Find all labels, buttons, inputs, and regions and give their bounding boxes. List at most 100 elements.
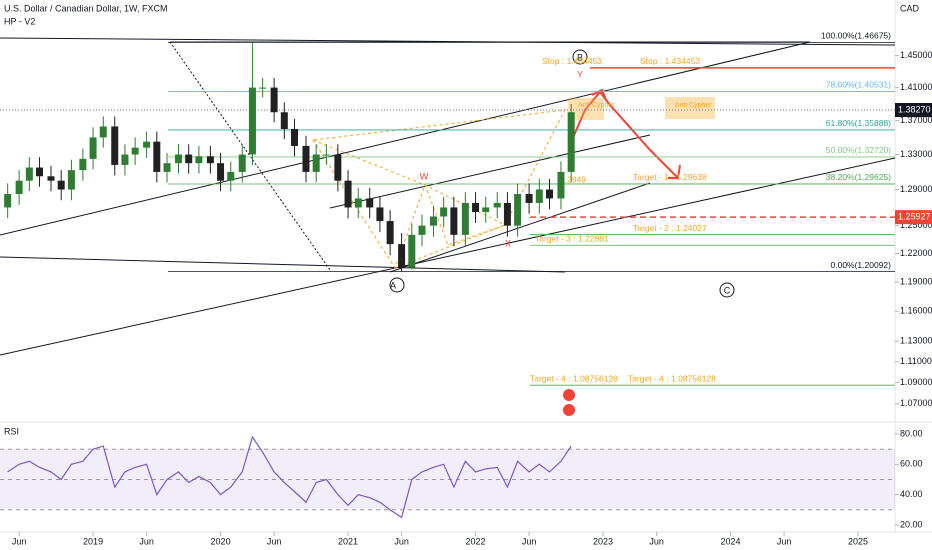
candle-body bbox=[121, 154, 129, 165]
y-tick-label: 1.16000 bbox=[900, 306, 932, 316]
price-box bbox=[895, 103, 932, 118]
subtitle: HP - V2 bbox=[4, 16, 35, 26]
pattern-label: Anti Cypher bbox=[675, 102, 712, 109]
price-box bbox=[895, 210, 932, 225]
candle-body bbox=[450, 207, 458, 235]
candle-body bbox=[354, 198, 362, 208]
point-label: 1.2949 bbox=[560, 174, 586, 184]
x-tick-label: Jun bbox=[394, 536, 409, 546]
rsi-line bbox=[7, 435, 572, 519]
rsi-title: RSI bbox=[4, 426, 19, 436]
y-tick-label: 1.07000 bbox=[900, 398, 932, 408]
candle-body bbox=[153, 141, 161, 172]
candle-body bbox=[238, 154, 246, 172]
candle-body bbox=[535, 189, 543, 203]
wave-label: A bbox=[390, 280, 396, 290]
fib-label: 78.60%(1.40531) bbox=[826, 80, 891, 90]
candle-body bbox=[567, 112, 575, 172]
x-tick-label: 2022 bbox=[466, 536, 486, 546]
candle-body bbox=[291, 128, 299, 146]
candle-body bbox=[89, 137, 97, 159]
candle-body bbox=[408, 234, 416, 268]
y-tick-label: 1.25000 bbox=[900, 220, 932, 230]
y-tick-label: 1.19000 bbox=[900, 276, 932, 286]
candle-body bbox=[227, 171, 235, 181]
candle-body bbox=[174, 154, 182, 164]
candle-body bbox=[302, 145, 310, 172]
candle-body bbox=[503, 202, 511, 226]
x-tick-label: 2020 bbox=[211, 536, 231, 546]
rsi-tick-label: 80.00 bbox=[900, 428, 923, 438]
wave-label: B bbox=[577, 52, 583, 62]
pattern-label: Anti Cypher bbox=[578, 102, 615, 109]
candle-body bbox=[386, 221, 394, 245]
y-tick-label: 1.45000 bbox=[900, 50, 932, 60]
target-label: Target - 4 : 1.08756128 bbox=[628, 373, 716, 383]
x-tick-label: 2024 bbox=[721, 536, 741, 546]
candle-body bbox=[461, 202, 469, 235]
candle-body bbox=[25, 167, 33, 181]
wave-label: X bbox=[505, 238, 511, 248]
candle-body bbox=[514, 193, 522, 226]
candle-body bbox=[259, 87, 267, 89]
candle-body bbox=[217, 163, 225, 181]
candle-body bbox=[344, 180, 352, 208]
stop-label: Stop : 1.434453 bbox=[542, 56, 602, 66]
y-tick-label: 1.13000 bbox=[900, 336, 932, 346]
price-label: 1.38270 bbox=[898, 104, 931, 114]
candle-body bbox=[472, 202, 480, 212]
layout bbox=[0, 0, 932, 533]
fib-label: 61.80%(1.35888) bbox=[826, 118, 891, 128]
wave-label: C bbox=[724, 285, 731, 295]
x-tick-label: 2025 bbox=[848, 536, 868, 546]
chart-title: U.S. Dollar / Canadian Dollar, 1W, FXCM bbox=[4, 3, 168, 13]
candle-body bbox=[429, 216, 437, 226]
candle-body bbox=[185, 154, 193, 164]
candle-body bbox=[312, 154, 320, 172]
target-label: Target - 3 : 1.22881 bbox=[535, 233, 609, 243]
currency: CAD bbox=[900, 3, 920, 13]
y-tick-label: 1.29000 bbox=[900, 184, 932, 194]
candle-body bbox=[482, 207, 490, 212]
x-tick-label: Jun bbox=[12, 536, 27, 546]
wave-label: Y bbox=[577, 69, 583, 79]
candle-body bbox=[376, 207, 384, 222]
y-tick-label: 1.33000 bbox=[900, 149, 932, 159]
candle-body bbox=[4, 193, 12, 208]
stop-label: Stop : 1.434453 bbox=[640, 56, 700, 66]
x-tick-label: Jun bbox=[267, 536, 282, 546]
candle-body bbox=[270, 87, 278, 113]
candle-body bbox=[195, 156, 203, 164]
y-tick-label: 1.09000 bbox=[900, 377, 932, 387]
y-tick-label: 1.11000 bbox=[900, 356, 932, 366]
candle-body bbox=[143, 141, 151, 148]
x-tick-label: 2019 bbox=[83, 536, 103, 546]
target-label: Target - 4 : 1.08756128 bbox=[530, 373, 618, 383]
candle-body bbox=[163, 163, 171, 172]
candle-body bbox=[111, 126, 119, 165]
candle-body bbox=[418, 225, 426, 235]
rsi-tick-label: 60.00 bbox=[900, 459, 923, 469]
fib-label: 100.00%(1.46675) bbox=[821, 31, 891, 41]
candle-body bbox=[557, 171, 565, 199]
price-label: 1.25927 bbox=[898, 212, 931, 222]
x-tick-label: Jun bbox=[777, 536, 792, 546]
wave-label: W bbox=[420, 171, 429, 181]
candle-body bbox=[322, 154, 330, 156]
x-tick-label: 2021 bbox=[338, 536, 358, 546]
y-tick-label: 1.37000 bbox=[900, 115, 932, 125]
x-tick-label: Jun bbox=[649, 536, 664, 546]
candle-body bbox=[280, 112, 288, 129]
fib-label: 38.20%(1.29625) bbox=[826, 172, 891, 182]
x-tick-label: 2023 bbox=[593, 536, 613, 546]
rsi-tick-label: 20.00 bbox=[900, 519, 923, 529]
x-tick-label: Jun bbox=[139, 536, 154, 546]
fib-label: 0.00%(1.20092) bbox=[831, 260, 892, 270]
candle-body bbox=[57, 180, 65, 190]
y-tick-label: 1.22000 bbox=[900, 248, 932, 258]
candle-body bbox=[525, 193, 533, 203]
candle-body bbox=[47, 176, 55, 181]
candle-body bbox=[15, 180, 23, 194]
fib-label: 50.00%(1.32720) bbox=[826, 145, 891, 155]
candle-body bbox=[366, 198, 374, 208]
